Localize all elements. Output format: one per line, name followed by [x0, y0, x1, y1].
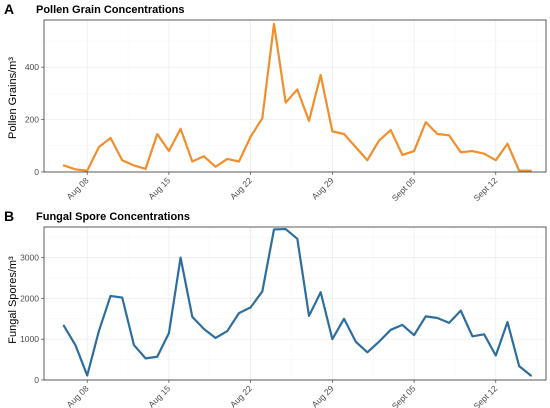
x-tick-label: Aug 15 [146, 383, 172, 408]
panel-a-y-axis-label: Pollen Grains/m³ [7, 57, 19, 139]
x-tick-label: Sept 12 [471, 383, 499, 408]
y-tick-label: 0 [34, 167, 39, 177]
panel-a-title: Pollen Grain Concentrations [36, 4, 185, 16]
panel-b-series-line [62, 227, 532, 377]
x-tick-label: Sept 05 [390, 175, 418, 203]
y-tick-label: 1000 [20, 334, 39, 344]
x-tick-label: Aug 08 [64, 175, 90, 201]
panel-b-frame [43, 226, 547, 381]
panel-a-series-line [62, 22, 532, 172]
panel-a-frame [43, 19, 547, 173]
panel-a-axes: 0 200 400 Aug 08 Aug 15 Aug 22 Aug 29 Sept 05 Se… [25, 19, 547, 203]
panel-b-series [62, 227, 532, 377]
x-tick-label: Sept 12 [471, 175, 499, 203]
panel-a-series [62, 22, 532, 172]
x-tick-label: Aug 29 [310, 175, 336, 201]
panel-a-letter: A [4, 1, 14, 17]
panel-a-gridlines [44, 20, 546, 173]
y-tick-label: 3000 [20, 253, 39, 263]
panel-b-letter: B [4, 208, 14, 224]
x-tick-label: Aug 29 [310, 383, 336, 408]
y-tick-label: 400 [25, 62, 39, 72]
x-tick-label: Aug 22 [228, 175, 254, 201]
panel-b-gridlines [44, 227, 546, 381]
x-tick-label: Aug 15 [146, 175, 172, 201]
y-tick-label: 0 [34, 375, 39, 385]
x-tick-label: Sept 05 [390, 383, 418, 408]
y-tick-label: 200 [25, 115, 39, 125]
panel-b-y-axis-label: Fungal Spores/m³ [7, 256, 19, 344]
y-tick-label: 2000 [20, 293, 39, 303]
panel-a: A Pollen Grain Concentrations Pollen Gra… [4, 1, 547, 203]
panel-b: B Fungal Spore Concentrations Fungal Spo… [4, 208, 547, 408]
x-tick-label: Aug 08 [64, 383, 90, 408]
x-tick-label: Aug 22 [228, 383, 254, 408]
panel-b-axes: 0 1000 2000 3000 Aug 08 Aug 15 Aug 22 Aug 29 Sep… [20, 226, 547, 408]
panel-b-title: Fungal Spore Concentrations [36, 211, 190, 223]
